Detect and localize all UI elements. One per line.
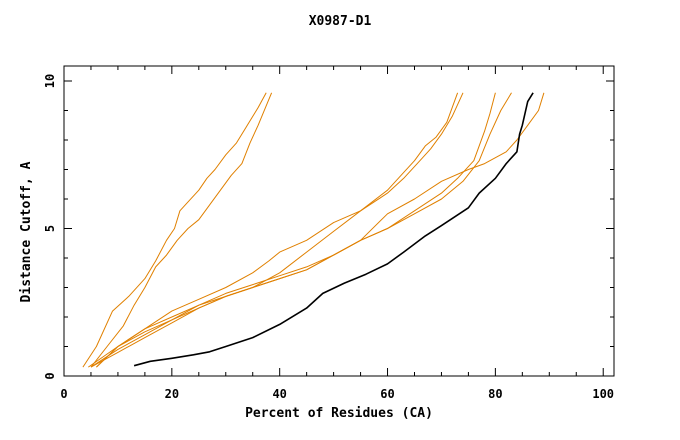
axis-ticks [63,66,614,377]
x-tick-label: 40 [272,387,286,401]
y-tick-label: 10 [43,74,57,88]
series-line-model [90,92,545,368]
series-line-highlighted [133,92,534,367]
series-line-model [90,92,273,368]
x-axis-label: Percent of Residues (CA) [245,406,433,421]
y-tick-label: 5 [43,225,57,232]
x-tick-label: 60 [380,387,394,401]
x-tick-label: 80 [488,387,502,401]
chart-title: X0987-D1 [308,14,372,29]
series-line-model [96,92,459,368]
series-line-model [82,92,267,368]
plot-area-frame [63,65,615,377]
series-layer [82,92,545,368]
x-tick-label: 100 [592,387,614,401]
y-tick-label: 0 [43,372,57,379]
axis-tick-labels: 0 20 40 60 80 100 0 5 10 [43,74,614,401]
x-tick-label: 20 [165,387,179,401]
x-tick-label: 0 [60,387,67,401]
